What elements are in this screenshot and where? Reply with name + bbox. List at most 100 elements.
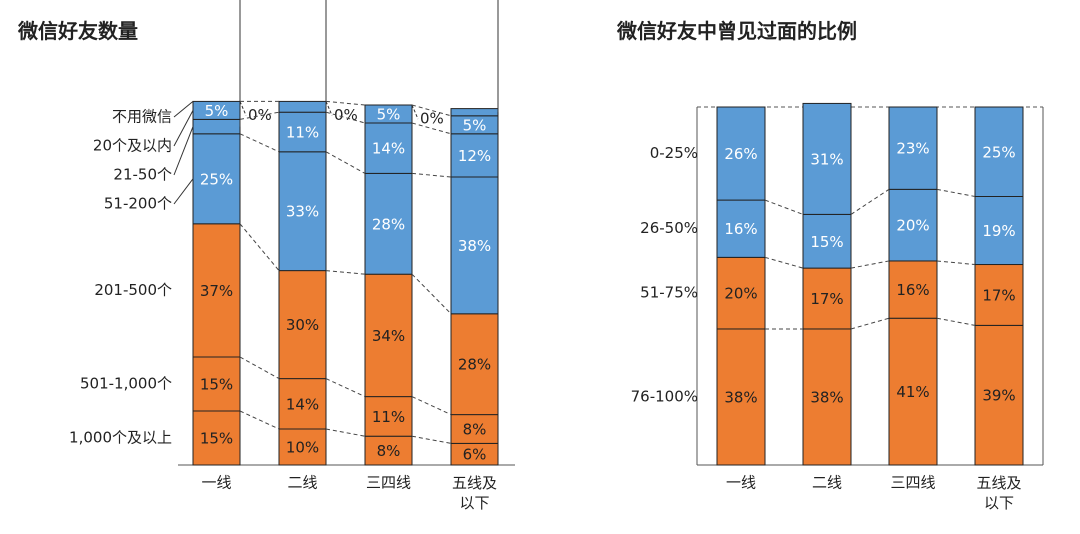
bar-segment <box>974 196 1024 266</box>
value-label: 17% <box>810 290 843 308</box>
series-label: 20个及以内 <box>93 137 172 155</box>
leader-line <box>173 126 194 176</box>
connector <box>411 435 452 444</box>
series-label: 76-100% <box>631 387 698 405</box>
bar-segment <box>278 270 327 380</box>
series-label: 1,000个及以上 <box>69 429 172 447</box>
x-tick-label: 三四线 <box>890 474 935 492</box>
connector <box>239 223 280 271</box>
bar-segment <box>974 106 1024 197</box>
bar-segment <box>450 313 499 416</box>
value-label: 39% <box>982 387 1015 405</box>
connector <box>764 256 804 269</box>
value-label: 25% <box>200 170 233 188</box>
connector <box>239 356 280 380</box>
connector <box>325 151 366 174</box>
leader-line <box>239 101 247 116</box>
bar-segment <box>278 111 327 153</box>
connector <box>325 378 366 398</box>
value-label: 11% <box>286 124 319 142</box>
bar-segment <box>802 102 852 215</box>
value-label: 0% <box>420 110 444 128</box>
connector <box>850 188 890 215</box>
leader-line <box>173 178 194 205</box>
bar-segment <box>450 414 499 444</box>
series-label: 0-25% <box>650 144 698 162</box>
series-label: 不用微信 <box>112 108 172 126</box>
connector <box>764 199 804 215</box>
bar-segment <box>364 122 413 174</box>
leader-line <box>498 0 504 118</box>
value-label: 0% <box>334 106 358 124</box>
series-label: 501-1,000个 <box>80 375 172 393</box>
connector <box>411 273 452 315</box>
x-tick-label: 二线 <box>287 474 317 492</box>
value-label: 14% <box>372 140 405 158</box>
value-label: 8% <box>463 421 487 439</box>
bar-segment <box>888 317 938 466</box>
leader-line <box>173 110 194 147</box>
value-label: 34% <box>372 327 405 345</box>
x-tick-label-line: 以下 <box>459 494 489 512</box>
value-label: 33% <box>286 203 319 221</box>
series-label: 26-50% <box>640 219 698 237</box>
value-label: 38% <box>724 388 757 406</box>
value-label: 12% <box>458 147 491 165</box>
x-tick-label: 五线及以下 <box>452 474 497 512</box>
bar-segment <box>192 356 241 412</box>
series-label: 201-500个 <box>94 281 172 299</box>
series-label: 51-75% <box>640 284 698 302</box>
value-label: 15% <box>200 376 233 394</box>
value-label: 8% <box>377 442 401 460</box>
x-tick-label: 三四线 <box>366 474 411 492</box>
bar-segment <box>192 133 241 225</box>
value-label: 20% <box>896 217 929 235</box>
bar-segment <box>802 213 852 269</box>
value-label: 11% <box>372 408 405 426</box>
value-label: 28% <box>458 356 491 374</box>
bar-segment <box>364 104 413 124</box>
bar-segment <box>278 100 327 113</box>
bar-segment <box>888 188 938 262</box>
bar-segment <box>192 118 241 135</box>
connector <box>325 270 366 275</box>
bar-segment <box>802 328 852 466</box>
connector <box>239 133 280 153</box>
leader-line <box>240 0 246 130</box>
bar-segment <box>716 199 766 258</box>
value-label: 14% <box>286 395 319 413</box>
value-label: 15% <box>200 430 233 448</box>
connector <box>411 172 452 178</box>
bar-segment <box>364 172 413 275</box>
bar-segment <box>888 106 938 190</box>
value-label: 38% <box>458 237 491 255</box>
x-tick-label: 一线 <box>726 474 756 492</box>
leader-line <box>325 101 333 116</box>
value-label: 15% <box>810 233 843 251</box>
value-label: 38% <box>810 388 843 406</box>
bar-segment <box>364 273 413 398</box>
value-label: 37% <box>200 282 233 300</box>
connector <box>325 428 366 437</box>
connector <box>325 100 366 106</box>
bar-segment <box>716 106 766 201</box>
value-label: 16% <box>896 281 929 299</box>
x-tick-label: 二线 <box>812 474 842 492</box>
x-tick-label-line: 五线及 <box>452 474 497 492</box>
series-label: 51-200个 <box>104 195 172 213</box>
bar-segment <box>974 264 1024 326</box>
bar-segment <box>974 324 1024 466</box>
bar-segment <box>278 378 327 430</box>
bar-segment <box>278 428 327 466</box>
chart-title: 微信好友中曾见过面的比例 <box>616 19 857 43</box>
value-label: 16% <box>724 220 757 238</box>
value-label: 23% <box>896 140 929 158</box>
value-label: 28% <box>372 215 405 233</box>
bar-segment <box>192 410 241 466</box>
connector <box>239 410 280 430</box>
bar-segment <box>450 133 499 178</box>
leader-line <box>173 101 194 118</box>
value-label: 26% <box>724 145 757 163</box>
value-label: 5% <box>377 106 401 124</box>
